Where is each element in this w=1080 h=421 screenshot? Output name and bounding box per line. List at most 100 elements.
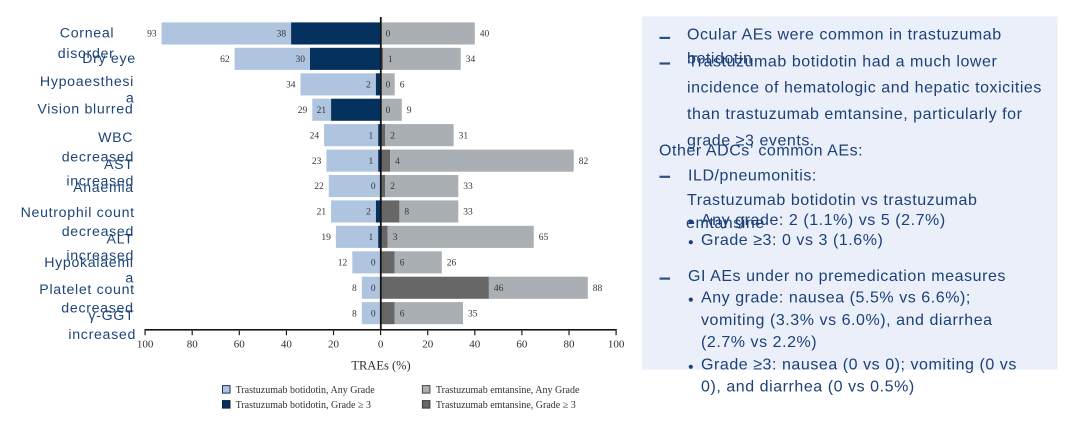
svg-text:12: 12 [338,259,348,269]
svg-text:Any grade: nausea (5.5% vs 6.6: Any grade: nausea (5.5% vs 6.6%); [701,289,971,306]
svg-text:82: 82 [579,157,589,167]
svg-text:1: 1 [368,131,373,141]
svg-text:AST: AST [104,157,134,173]
svg-text:0: 0 [371,309,376,319]
svg-text:4: 4 [395,157,400,167]
svg-text:35: 35 [468,309,478,319]
svg-text:a: a [126,91,135,107]
svg-text:100: 100 [608,339,625,351]
svg-text:6: 6 [400,259,405,269]
svg-text:WBC: WBC [98,130,133,146]
svg-text:ALT: ALT [107,232,134,248]
svg-text:3: 3 [393,233,398,243]
svg-text:20: 20 [422,339,434,351]
svg-text:93: 93 [147,30,157,40]
svg-text:Grade ≥3: nausea (0 vs 0); vom: Grade ≥3: nausea (0 vs 0); vomiting (0 v… [701,357,1017,374]
svg-text:Grade ≥3: 0 vs 3 (1.6%): Grade ≥3: 0 vs 3 (1.6%) [701,232,883,249]
svg-text:1: 1 [368,157,373,167]
svg-text:19: 19 [321,233,331,243]
svg-text:9: 9 [407,106,412,116]
svg-text:Corneal: Corneal [60,25,114,41]
svg-text:0: 0 [386,106,391,116]
svg-text:Anaemia: Anaemia [73,180,134,196]
svg-text:(2.7% vs 2.2%): (2.7% vs 2.2%) [701,334,817,351]
svg-text:0: 0 [371,259,376,269]
svg-text:60: 60 [516,339,528,351]
svg-text:8: 8 [352,309,357,319]
svg-text:TRAEs (%): TRAEs (%) [351,359,410,373]
svg-text:grade ≥3 events.: grade ≥3 events. [687,133,815,150]
svg-text:botidotin: botidotin [687,51,752,68]
svg-text:46: 46 [494,284,504,294]
svg-text:80: 80 [187,339,199,351]
svg-text:Any grade: 2 (1.1%) vs 5 (2.7%: Any grade: 2 (1.1%) vs 5 (2.7%) [701,212,946,229]
svg-text:60: 60 [234,339,246,351]
svg-text:incidence of hematologic and h: incidence of hematologic and hepatic tox… [687,80,1042,97]
svg-text:2: 2 [366,208,371,218]
svg-text:30: 30 [296,55,306,65]
svg-text:Neutrophil count: Neutrophil count [21,205,135,221]
svg-text:40: 40 [281,339,293,351]
svg-text:80: 80 [564,339,576,351]
svg-text:increased: increased [68,327,136,343]
svg-text:Trastuzumab botidotin vs trast: Trastuzumab botidotin vs trastuzumab [687,192,977,209]
svg-text:Trastuzumab botidotin, Grade ≥: Trastuzumab botidotin, Grade ≥ 3 [236,400,371,411]
svg-text:0), and diarrhea (0 vs 0.5%): 0), and diarrhea (0 vs 0.5%) [701,379,915,396]
svg-text:ILD/pneumonitis:: ILD/pneumonitis: [688,167,817,184]
svg-text:88: 88 [593,284,603,294]
svg-text:21: 21 [317,208,327,218]
svg-text:62: 62 [220,55,230,65]
svg-text:1: 1 [368,233,373,243]
svg-text:34: 34 [466,55,476,65]
svg-text:1: 1 [388,55,393,65]
svg-text:GI AEs under no premedication: GI AEs under no premedication measures [688,268,1006,285]
svg-text:decreased: decreased [61,301,133,317]
svg-text:a: a [125,271,134,287]
svg-text:38: 38 [277,30,287,40]
svg-text:23: 23 [312,157,322,167]
svg-text:8: 8 [352,284,357,294]
svg-text:Trastuzumab emtansine, Grade ≥: Trastuzumab emtansine, Grade ≥ 3 [436,400,576,411]
svg-text:0: 0 [371,182,376,192]
svg-text:65: 65 [539,233,549,243]
svg-text:31: 31 [459,131,469,141]
svg-text:Other ADCs’ common AEs:: Other ADCs’ common AEs: [659,143,863,160]
svg-text:Vision blurred: Vision blurred [37,102,133,118]
svg-text:24: 24 [310,131,320,141]
svg-text:0: 0 [386,81,391,91]
svg-text:29: 29 [298,106,308,116]
svg-text:8: 8 [404,208,409,218]
svg-text:2: 2 [366,81,371,91]
svg-text:vomiting (3.3% vs 6.0%), and d: vomiting (3.3% vs 6.0%), and diarrhea [701,312,993,329]
svg-text:21: 21 [317,106,327,116]
svg-text:6: 6 [400,81,405,91]
svg-text:Hypokalaemi: Hypokalaemi [44,255,134,271]
svg-text:100: 100 [137,339,154,351]
svg-text:22: 22 [314,182,324,192]
svg-text:40: 40 [480,30,490,40]
svg-text:Trastuzumab botidotin had a mu: Trastuzumab botidotin had a much lower [688,53,997,70]
svg-text:increased: increased [66,248,134,264]
svg-text:33: 33 [463,182,473,192]
svg-text:2: 2 [390,182,395,192]
svg-text:0: 0 [378,339,384,351]
svg-text:γ-GGT: γ-GGT [88,308,134,324]
svg-text:0: 0 [386,30,391,40]
svg-text:than trastuzumab emtansine, pa: than trastuzumab emtansine, particularly… [687,106,1023,123]
svg-text:20: 20 [328,339,340,351]
svg-text:Hypoaesthesi: Hypoaesthesi [40,74,134,90]
svg-text:2: 2 [390,131,395,141]
svg-text:6: 6 [400,309,405,319]
svg-text:Dry eye: Dry eye [82,51,136,67]
svg-text:Trastuzumab botidotin, Any Gra: Trastuzumab botidotin, Any Grade [236,385,376,396]
svg-text:emtansine: emtansine [686,215,765,232]
svg-text:Ocular AEs were common in tras: Ocular AEs were common in trastuzumab [687,27,1002,44]
svg-text:34: 34 [286,81,296,91]
svg-text:decreased: decreased [62,224,134,240]
svg-text:0: 0 [371,284,376,294]
svg-text:40: 40 [469,339,481,351]
svg-text:Platelet count: Platelet count [39,282,135,298]
svg-text:disorder: disorder [58,46,115,62]
svg-text:33: 33 [463,208,473,218]
svg-text:decreased: decreased [62,150,134,166]
